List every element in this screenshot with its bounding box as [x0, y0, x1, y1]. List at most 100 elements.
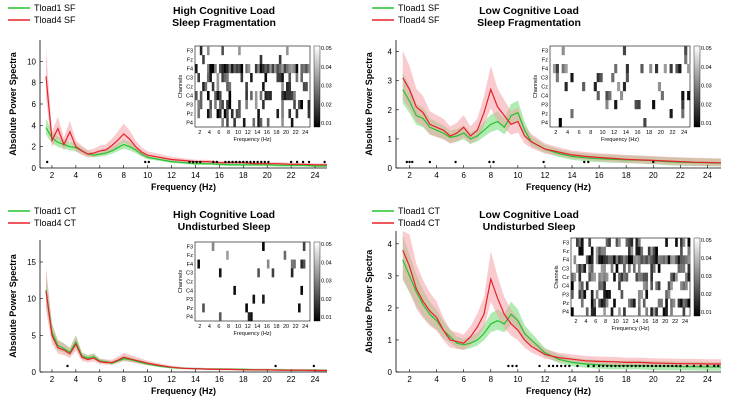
inset-x-tick: 8	[589, 130, 592, 136]
significance-marker	[274, 364, 277, 368]
heatmap-cell	[615, 255, 619, 265]
significance-marker	[630, 364, 633, 368]
heatmap-cell	[630, 298, 634, 308]
y-tick-label: 5	[32, 331, 37, 340]
heatmap-cell	[197, 73, 200, 83]
heatmap-cell	[598, 298, 601, 308]
heatmap-cell	[573, 255, 577, 265]
heatmap-cell	[300, 100, 304, 110]
heatmap-cell	[197, 100, 200, 110]
inset-x-tick: 20	[658, 130, 664, 136]
significance-marker	[307, 160, 311, 164]
channel-label: Cz	[186, 85, 193, 91]
heatmap-cell	[605, 238, 609, 247]
y-axis-label: Absolute Power Spectra	[8, 51, 18, 156]
x-axis-label: Frequency (Hz)	[151, 386, 216, 396]
channel-label: P3	[186, 103, 193, 109]
colorbar-tick: 0.05	[701, 238, 712, 244]
legend-label: Tload1 SF	[398, 3, 440, 13]
heatmap-cell	[684, 46, 688, 56]
heatmap-cell	[266, 118, 270, 128]
significance-marker	[652, 160, 655, 164]
heatmap-cell	[682, 264, 686, 273]
channel-label: F4	[187, 67, 193, 73]
heatmap-cell	[283, 91, 287, 101]
heatmap-cell	[302, 259, 306, 269]
heatmap-cell	[682, 298, 686, 308]
x-tick-label: 16	[595, 171, 604, 180]
channel-label: C3	[541, 76, 548, 82]
heatmap-cell	[598, 255, 601, 265]
channel-label: Fz	[563, 249, 569, 255]
inset-x-tick: 16	[634, 130, 640, 136]
colorbar-tick: 0.03	[701, 84, 712, 90]
heatmap-cell	[630, 255, 634, 265]
inset-x-tick: 10	[599, 130, 605, 136]
inset-x-tick: 18	[652, 319, 658, 325]
heatmap-cell	[649, 64, 653, 74]
inset-x-tick: 2	[198, 324, 201, 330]
heatmap-cell	[605, 255, 609, 265]
heatmap-cell	[250, 73, 253, 83]
channel-label: F3	[187, 49, 193, 55]
heatmap-cell	[228, 91, 232, 101]
significance-marker	[191, 160, 195, 164]
confidence-band-tload1	[402, 235, 721, 371]
heatmap-cell	[652, 307, 656, 317]
inset-x-tick: 2	[574, 319, 577, 325]
heatmap-cell	[204, 82, 208, 92]
x-tick-label: 14	[191, 375, 200, 384]
heatmap-cell	[580, 281, 584, 291]
heatmap-cell	[625, 64, 629, 74]
legend-label: Tload4 SF	[398, 15, 440, 25]
heatmap-cell	[262, 64, 265, 74]
legend-label: Tload4 CT	[34, 218, 77, 228]
significance-marker	[323, 160, 326, 164]
inset-x-tick: 20	[283, 130, 289, 136]
significance-marker	[542, 160, 545, 164]
heatmap-cell	[637, 272, 641, 282]
x-tick-label: 4	[434, 375, 439, 384]
heatmap-cell	[662, 255, 666, 265]
heatmap-cell	[281, 64, 284, 74]
heatmap-cell	[598, 246, 601, 256]
heatmap-cell	[302, 82, 306, 92]
heatmap-cell	[682, 255, 686, 265]
heatmap-cell	[588, 264, 592, 273]
chart-title-line: Sleep Fragmentation	[172, 17, 276, 29]
heatmap-cell	[687, 298, 691, 308]
heatmap-cell	[593, 307, 596, 317]
heatmap-cell	[564, 82, 568, 92]
heatmap-cell	[596, 73, 600, 83]
heatmap-cell	[242, 118, 246, 128]
significance-marker	[679, 364, 682, 368]
heatmap-cell	[300, 64, 304, 74]
x-tick-label: 8	[489, 171, 494, 180]
significance-marker	[610, 364, 613, 368]
heatmap-cell	[295, 73, 299, 83]
heatmap-cell	[625, 255, 629, 265]
heatmap-cell	[680, 238, 683, 247]
heatmap-cell	[655, 246, 658, 256]
heatmap-cell	[657, 255, 661, 265]
heatmap-cell	[605, 91, 609, 101]
colorbar-tick: 0.02	[701, 292, 712, 298]
inset-x-tick: 22	[669, 130, 675, 136]
colorbar	[313, 45, 321, 128]
heatmap-cell	[620, 290, 624, 299]
y-tick-label: 1	[388, 336, 393, 345]
colorbar-tick: 0.01	[701, 121, 712, 127]
heatmap-cell	[685, 281, 688, 291]
y-axis-label: Absolute Power Spectra	[364, 51, 374, 156]
significance-marker	[587, 364, 590, 368]
channel-label: F4	[563, 258, 569, 264]
heatmap-cell	[605, 100, 609, 110]
heatmap-cell	[680, 246, 683, 256]
heatmap-cell	[590, 290, 594, 299]
heatmap-cell	[555, 64, 559, 74]
heatmap-cell	[288, 64, 292, 74]
significance-marker	[245, 160, 249, 164]
significance-marker	[547, 364, 551, 368]
x-tick-label: 22	[676, 375, 685, 384]
